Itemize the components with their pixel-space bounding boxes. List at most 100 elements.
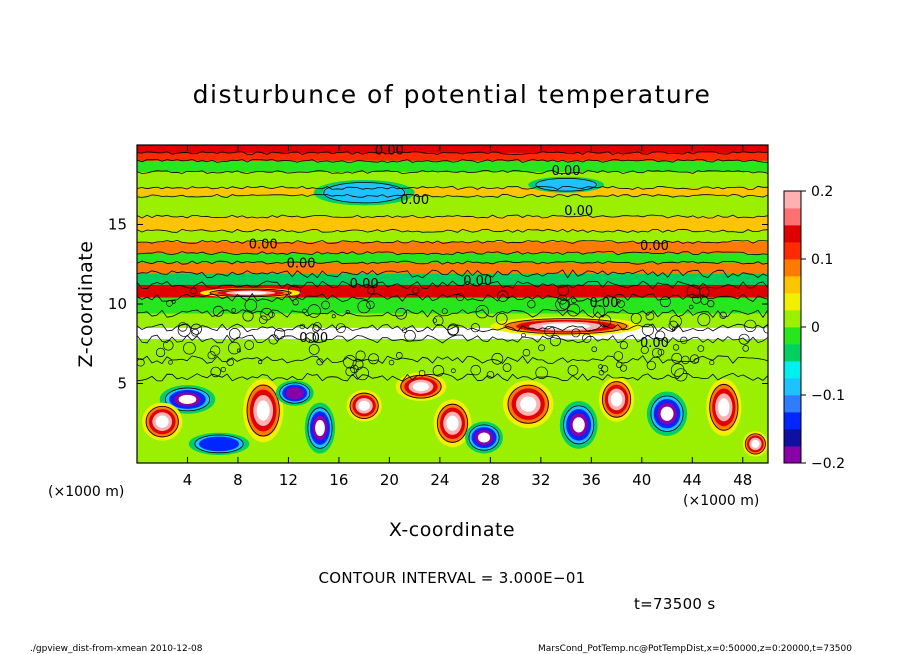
contour-line: [137, 169, 768, 175]
field-blob: [646, 391, 688, 436]
field-blob: [243, 378, 284, 443]
contour-line: [742, 345, 749, 352]
contour-line: [470, 323, 480, 333]
contour-label: 0.00: [589, 296, 618, 311]
colorbar-swatch: [784, 446, 801, 464]
contour-line: [657, 348, 665, 356]
contour-line: [522, 348, 531, 357]
field-blob: [142, 402, 183, 441]
colorbar-tick-label: 0: [811, 320, 820, 336]
blob-ring: [751, 439, 760, 448]
contour-line: [401, 327, 408, 333]
contour-line: [177, 323, 191, 337]
x-tick-label: 36: [582, 471, 601, 489]
contour-line: [418, 369, 426, 377]
contour-line: [331, 314, 336, 319]
field-layer: [137, 338, 768, 360]
contour-line: [367, 286, 375, 295]
contour-line: [571, 328, 581, 338]
field-blob: [275, 380, 314, 406]
contour-line: [168, 360, 173, 365]
time-text: t=73500 s: [634, 595, 715, 613]
field-layer: [137, 145, 768, 153]
contour-line: [486, 371, 495, 379]
contour-line: [226, 358, 235, 366]
field-layer: [137, 273, 768, 285]
contour-line: [190, 287, 197, 295]
contour-line: [598, 364, 603, 369]
contour-line: [707, 300, 715, 308]
contour-line: [591, 346, 598, 353]
contour-line: [697, 345, 705, 352]
colorbar-swatch: [784, 276, 801, 294]
contour-line: [308, 344, 320, 355]
field-layer: [137, 297, 768, 314]
contour-line: [137, 158, 768, 163]
contour-line: [345, 366, 356, 377]
field-layer: [137, 327, 768, 339]
contour-line: [345, 310, 350, 315]
colorbar-tick-label: −0.1: [811, 388, 845, 404]
contour-line: [268, 311, 275, 318]
contour-line: [651, 347, 663, 358]
contour-line: [571, 297, 577, 304]
contour-line: [190, 323, 202, 335]
field-layer: [137, 195, 768, 217]
contour-line: [475, 305, 489, 319]
contour-line: [302, 308, 307, 314]
contour-line: [137, 251, 768, 256]
contour-line: [470, 364, 481, 376]
contour-line: [137, 150, 768, 155]
contour-line: [549, 335, 561, 347]
contour-line: [567, 303, 581, 317]
contour-line: [592, 305, 606, 318]
contour-line: [137, 323, 768, 333]
contour-line: [451, 368, 456, 374]
blob-core: [316, 421, 324, 435]
colorbar-tick-label: −0.2: [811, 456, 845, 472]
y-axis-ticks: 5 10 15: [108, 216, 768, 393]
field-blob: [200, 288, 302, 298]
contour-line: [292, 299, 299, 306]
colorbar: [784, 191, 801, 464]
contour-line: [659, 296, 671, 308]
x-tick-label: 12: [279, 471, 298, 489]
x-axis-title: X-coordinate: [389, 519, 515, 541]
contour-line: [220, 366, 226, 373]
contour-line: [671, 327, 676, 332]
contour-line: [441, 308, 448, 315]
x-tick-label: 20: [380, 471, 399, 489]
contour-line: [491, 352, 504, 365]
blob-core: [719, 400, 729, 415]
contour-line: [191, 328, 199, 337]
contour-line: [274, 328, 286, 340]
contour-label: 0.00: [552, 164, 581, 179]
contour-line: [689, 354, 700, 364]
colorbar-swatch: [784, 327, 801, 345]
contour-line: [194, 434, 244, 454]
plot-area: 0.00 0.00 0.00 0.00 0.00 0.00 0.00 0.00 0.00 0.00…: [137, 145, 768, 463]
contour-line: [395, 352, 403, 359]
x-tick-label: 44: [683, 471, 702, 489]
contour-line: [268, 334, 279, 345]
contour-line: [258, 360, 263, 365]
contour-line: [535, 177, 597, 192]
contour-line: [697, 313, 711, 327]
field-layer: [137, 216, 768, 231]
field-blob: [188, 432, 250, 456]
blob-core: [573, 418, 584, 431]
blob-core: [661, 408, 673, 420]
field-layer: [137, 253, 768, 263]
contour-label: 0.00: [400, 193, 429, 208]
contour-line: [210, 366, 221, 378]
field-blob: [159, 385, 216, 414]
blob-core: [359, 401, 369, 410]
contour-line: [619, 341, 628, 350]
contour-line: [229, 328, 241, 340]
x-tick-label: 32: [531, 471, 550, 489]
contour-line: [260, 307, 273, 321]
colorbar-swatch: [784, 242, 801, 260]
contour-line: [137, 260, 768, 265]
field-blob: [465, 421, 503, 454]
colorbar-swatch: [784, 344, 801, 362]
